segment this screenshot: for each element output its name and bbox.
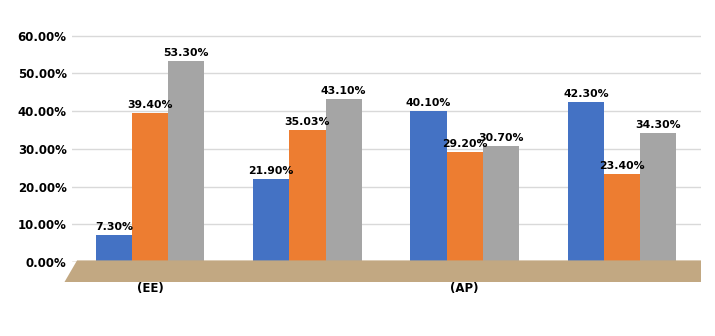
- Bar: [253, 179, 290, 262]
- Text: 39.40%: 39.40%: [127, 100, 173, 111]
- Text: 34.30%: 34.30%: [636, 120, 681, 130]
- Text: 43.10%: 43.10%: [321, 86, 366, 96]
- Bar: [447, 152, 483, 262]
- Bar: [132, 114, 168, 262]
- Bar: [290, 130, 325, 262]
- Bar: [604, 174, 640, 262]
- Bar: [72, 262, 701, 271]
- Bar: [325, 99, 362, 262]
- Bar: [640, 133, 676, 262]
- Text: 30.70%: 30.70%: [478, 133, 523, 143]
- Text: 40.10%: 40.10%: [406, 98, 451, 108]
- Text: 23.40%: 23.40%: [599, 161, 645, 171]
- Polygon shape: [64, 260, 714, 282]
- Text: 7.30%: 7.30%: [95, 221, 133, 232]
- Text: 35.03%: 35.03%: [285, 117, 330, 127]
- Text: 29.20%: 29.20%: [442, 139, 488, 149]
- Bar: [410, 111, 447, 262]
- Text: 42.30%: 42.30%: [563, 89, 608, 99]
- Bar: [568, 102, 604, 262]
- Bar: [168, 61, 204, 262]
- Text: 53.30%: 53.30%: [164, 48, 209, 58]
- Bar: [483, 146, 519, 262]
- Text: 21.90%: 21.90%: [249, 166, 294, 176]
- Bar: [96, 235, 132, 262]
